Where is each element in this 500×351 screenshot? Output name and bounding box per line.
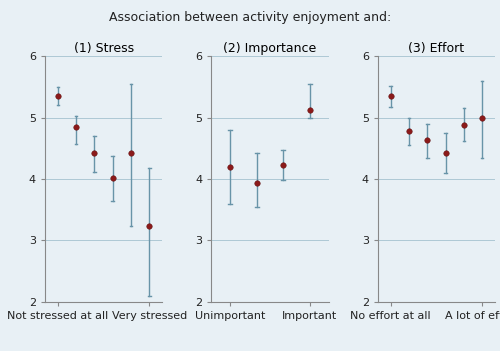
Title: (3) Effort: (3) Effort [408, 42, 465, 55]
Title: (1) Stress: (1) Stress [74, 42, 134, 55]
Title: (2) Importance: (2) Importance [224, 42, 316, 55]
Text: Association between activity enjoyment and:: Association between activity enjoyment a… [109, 11, 391, 24]
